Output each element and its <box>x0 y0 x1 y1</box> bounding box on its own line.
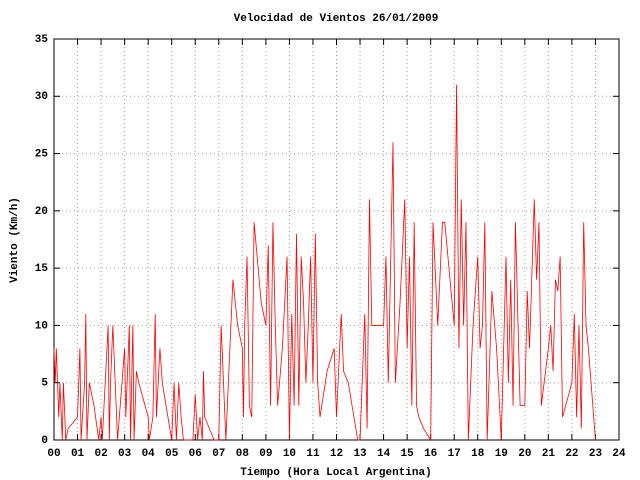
y-tick-label: 30 <box>35 91 48 103</box>
y-tick-label: 15 <box>35 263 49 275</box>
x-tick-label: 05 <box>165 448 179 460</box>
x-tick-label: 22 <box>565 448 578 460</box>
y-tick-label: 10 <box>35 320 48 332</box>
x-tick-label: 14 <box>377 448 391 460</box>
x-tick-label: 10 <box>283 448 296 460</box>
x-axis-label: Tiempo (Hora Local Argentina) <box>240 467 431 479</box>
x-tick-label: 18 <box>471 448 485 460</box>
x-tick-label: 07 <box>212 448 225 460</box>
x-tick-label: 11 <box>306 448 320 460</box>
x-tick-label: 09 <box>259 448 272 460</box>
y-tick-label: 5 <box>41 378 48 390</box>
x-tick-label: 20 <box>518 448 531 460</box>
y-axis-label: Viento (Km/h) <box>9 197 21 283</box>
x-tick-label: 21 <box>542 448 556 460</box>
x-tick-label: 13 <box>353 448 367 460</box>
x-tick-label: 15 <box>401 448 415 460</box>
chart-title: Velocidad de Vientos 26/01/2009 <box>234 13 439 25</box>
y-tick-label: 20 <box>35 206 48 218</box>
wind-line <box>53 84 596 442</box>
x-tick-label: 17 <box>448 448 461 460</box>
x-tick-label: 03 <box>118 448 132 460</box>
x-tick-label: 02 <box>94 448 107 460</box>
x-tick-label: 00 <box>47 448 60 460</box>
y-tick-label: 25 <box>35 148 49 160</box>
y-tick-label: 0 <box>41 435 48 447</box>
x-tick-label: 04 <box>142 448 156 460</box>
x-tick-label: 19 <box>495 448 508 460</box>
y-tick-label: 35 <box>35 34 49 46</box>
x-tick-label: 06 <box>189 448 202 460</box>
x-tick-label: 16 <box>424 448 437 460</box>
x-tick-label: 01 <box>71 448 85 460</box>
x-tick-label: 12 <box>330 448 343 460</box>
plot-frame <box>53 38 620 441</box>
x-tick-label: 24 <box>612 448 626 460</box>
x-tick-label: 23 <box>589 448 603 460</box>
x-tick-label: 08 <box>236 448 250 460</box>
